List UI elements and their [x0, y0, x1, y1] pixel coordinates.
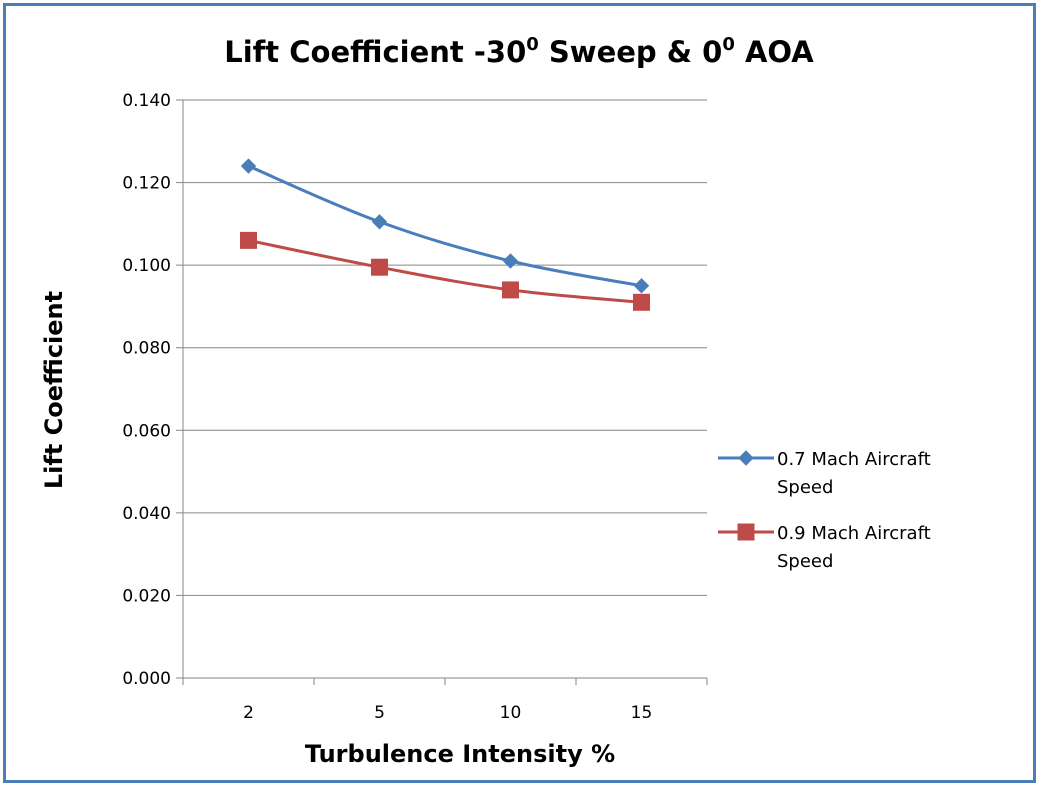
x-axis-title: Turbulence Intensity %: [305, 740, 615, 768]
title-superscript-2: 0: [722, 34, 735, 55]
y-tick-label: 0.060: [122, 421, 171, 441]
series-2: [240, 231, 650, 311]
series: [240, 158, 650, 311]
legend-entry-2: 0.9 Mach Aircraft Speed: [718, 523, 931, 572]
x-tick-label: 15: [631, 703, 653, 723]
series-1: [240, 158, 650, 294]
chart-frame: [3, 3, 1036, 783]
series-line-1: [247, 164, 642, 288]
data-point-legend-2: [737, 523, 755, 541]
chart-title: Lift Coefficient -300 Sweep & 00 AOA: [224, 34, 814, 69]
x-tick-label: 10: [500, 703, 522, 723]
series-line-2: [248, 238, 642, 304]
x-tick-label: 2: [243, 703, 254, 723]
title-superscript-1: 0: [526, 34, 539, 55]
y-tick-label: 0.000: [122, 669, 171, 689]
y-tick-label: 0.080: [122, 339, 171, 359]
y-tick-label: 0.140: [122, 91, 171, 111]
data-point-2-2: [371, 258, 388, 276]
legend-label-line-2: Speed: [777, 477, 833, 498]
x-tick-label: 5: [374, 703, 385, 723]
data-point-2-3: [502, 281, 519, 299]
legend-entry-1: 0.7 Mach Aircraft Speed: [718, 449, 931, 498]
data-point-1-4: [633, 278, 650, 294]
title-part-1: Lift Coefficient -30: [224, 35, 526, 69]
legend: 0.7 Mach Aircraft Speed 0.9 Mach Aircraft S…: [718, 449, 931, 572]
data-point-1-3: [502, 253, 519, 269]
legend-label-line-1: 0.9 Mach Aircraft: [777, 523, 931, 544]
axes: [176, 99, 708, 685]
y-tick-label: 0.120: [122, 174, 171, 194]
data-point-2-1: [240, 231, 257, 249]
legend-label-line-1: 0.7 Mach Aircraft: [777, 449, 931, 470]
data-point-1-2: [371, 214, 388, 230]
x-tick-labels: 2 5 10 15: [243, 703, 652, 723]
y-tick-label: 0.020: [122, 586, 171, 606]
data-point-2-4: [633, 293, 650, 311]
y-tick-label: 0.040: [122, 504, 171, 524]
gridlines: [183, 99, 707, 596]
y-tick-label: 0.100: [122, 256, 171, 276]
y-tick-labels: 0.000 0.020 0.040 0.060 0.080 0.100 0.120 0.140: [122, 91, 171, 689]
y-axis-title: Lift Coefficient: [40, 291, 68, 489]
data-point-legend-1: [738, 450, 754, 466]
data-point-1-1: [240, 158, 257, 174]
title-part-2: Sweep & 0: [539, 35, 723, 69]
title-part-3: AOA: [735, 35, 814, 69]
legend-label-line-2: Speed: [777, 551, 833, 572]
